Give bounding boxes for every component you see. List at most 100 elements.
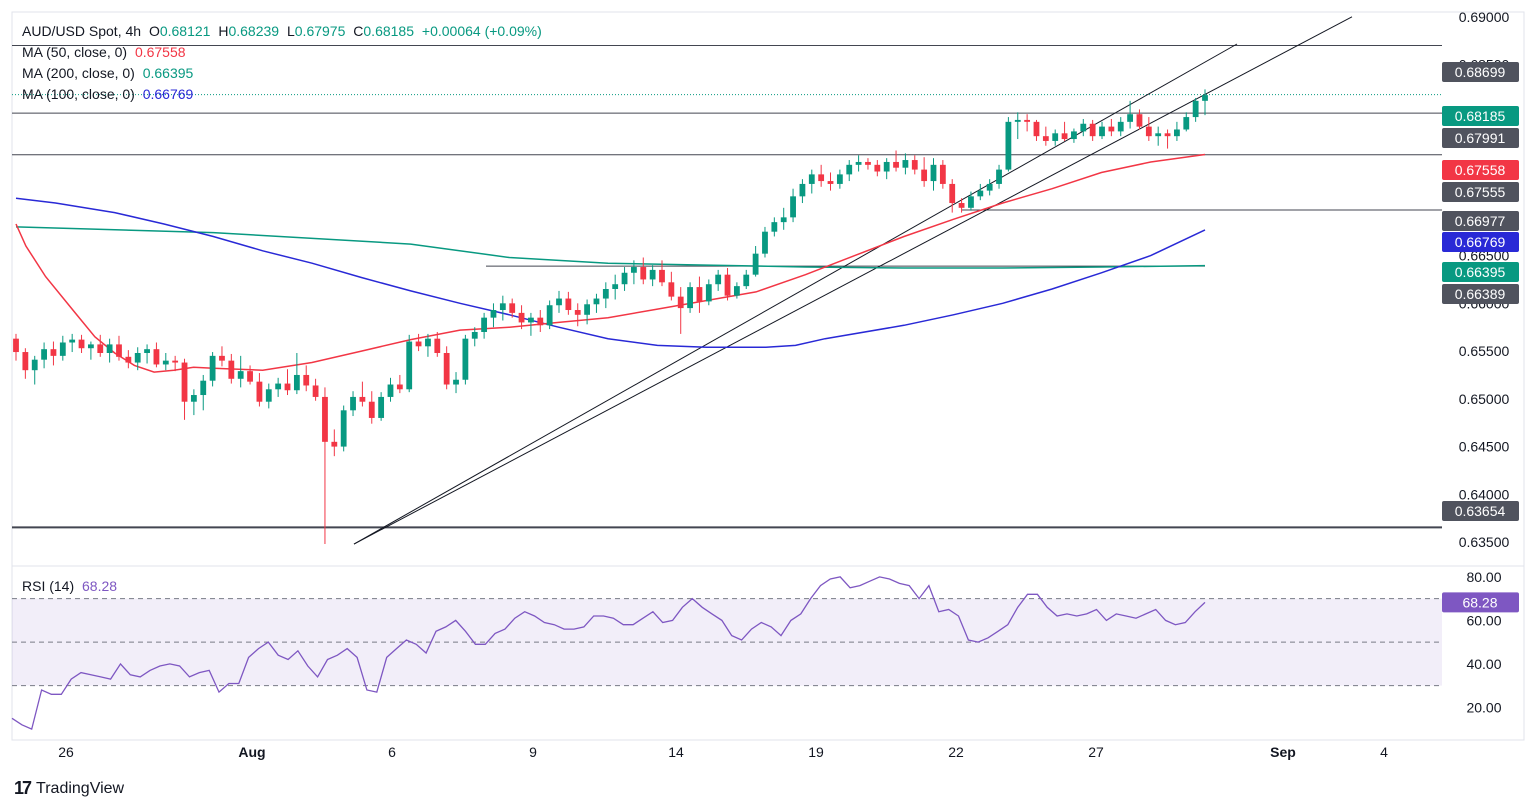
candle-body — [715, 274, 722, 285]
price-label: 0.63654 — [1455, 503, 1506, 519]
ma100-value: 0.66769 — [142, 86, 194, 102]
candle-body — [612, 284, 619, 289]
tradingview-brand[interactable]: 17 TradingView — [14, 778, 124, 799]
candle-body — [687, 287, 693, 309]
candle-body — [462, 338, 469, 380]
candle-body — [546, 305, 553, 326]
ma200-value: 0.66395 — [142, 65, 194, 81]
tradingview-logo-icon: 17 — [14, 778, 32, 798]
candle-body — [1024, 119, 1031, 122]
ma50-line — [15, 153, 1206, 373]
legend-rsi[interactable]: RSI (14) 68.28 — [22, 576, 121, 597]
candle-body — [471, 331, 478, 339]
candle-body — [1164, 133, 1171, 137]
x-tick-label: 22 — [948, 744, 964, 760]
x-tick-label: Aug — [238, 744, 265, 760]
price-label-bg — [1442, 211, 1519, 231]
candle-body — [499, 303, 506, 311]
legend-ma200[interactable]: MA (200, close, 0) 0.66395 — [22, 63, 197, 84]
candle-body — [537, 317, 544, 326]
candle-body — [1005, 121, 1012, 170]
price-label: 0.66395 — [1455, 264, 1506, 280]
candle-body — [1183, 117, 1190, 130]
price-label: 0.68185 — [1455, 108, 1506, 124]
candle-body — [378, 396, 385, 418]
candle-body — [977, 190, 984, 197]
candle-body — [209, 355, 216, 381]
x-tick-label: 9 — [529, 744, 537, 760]
candle-body — [883, 161, 890, 172]
candle-body — [602, 289, 609, 299]
x-tick-label: Sep — [1270, 744, 1296, 760]
high-label: H — [218, 23, 229, 39]
candle-body — [275, 383, 282, 390]
rsi-tick-label: 80.00 — [1466, 569, 1501, 585]
candle-body — [106, 344, 113, 353]
candle-body — [827, 181, 834, 184]
price-label: 0.68699 — [1455, 64, 1506, 80]
candle-body — [1174, 129, 1180, 137]
candle-body — [780, 217, 787, 223]
legend-ma100[interactable]: MA (100, close, 0) 0.66769 — [22, 84, 197, 105]
candle-body — [743, 274, 750, 287]
ma50-label: MA (50, close, 0) — [22, 44, 128, 60]
x-tick-label: 27 — [1088, 744, 1104, 760]
candle-body — [172, 360, 179, 363]
candle-body — [50, 349, 57, 356]
candle-body — [593, 298, 600, 305]
candle-body — [41, 349, 47, 360]
candle-body — [22, 352, 29, 371]
candle-body — [556, 298, 562, 306]
candle-body — [733, 286, 740, 296]
candle-body — [696, 287, 703, 302]
candle-body — [818, 174, 825, 182]
price-label-bg — [1442, 160, 1519, 180]
candle-body — [453, 379, 459, 385]
candle-body — [1145, 126, 1152, 137]
candle-body — [865, 161, 871, 165]
candle-body — [396, 384, 403, 390]
candle-body — [649, 269, 656, 280]
candle-body — [293, 374, 300, 391]
candle-body — [237, 371, 244, 379]
candle-body — [1202, 95, 1208, 101]
candle-body — [340, 410, 347, 447]
legend-ma50[interactable]: MA (50, close, 0) 0.67558 — [22, 42, 190, 63]
candle-body — [986, 183, 993, 191]
candle-body — [190, 395, 197, 402]
price-label-bg — [1442, 232, 1519, 252]
candle-body — [968, 196, 974, 208]
candle-body — [668, 282, 675, 297]
candle-body — [893, 161, 899, 168]
candle-body — [930, 164, 937, 182]
candle-body — [1089, 123, 1096, 137]
price-label-bg — [1442, 128, 1519, 148]
y-tick-label: 0.65000 — [1459, 391, 1510, 407]
candle-body — [312, 385, 319, 397]
price-label-bg — [1442, 106, 1519, 126]
candle-body — [13, 338, 19, 353]
candle-body — [836, 174, 843, 184]
candle-body — [31, 359, 38, 371]
x-tick-label: 6 — [388, 744, 396, 760]
low-label: L — [286, 23, 295, 39]
candle-body — [406, 341, 413, 390]
candle-body — [528, 317, 534, 323]
candle-body — [621, 272, 628, 285]
candle-body — [724, 274, 731, 296]
candle-body — [162, 360, 169, 365]
symbol-title[interactable]: AUD/USD Spot, 4h — [22, 23, 142, 39]
candle-body — [247, 371, 253, 382]
ma200-label: MA (200, close, 0) — [22, 65, 135, 81]
candle-body — [1014, 119, 1021, 122]
candle-body — [640, 267, 647, 280]
legend-header: AUD/USD Spot, 4h O0.68121 H0.68239 L0.67… — [22, 21, 546, 42]
rsi-price-label: 68.28 — [1462, 594, 1497, 610]
y-tick-label: 0.65500 — [1459, 343, 1510, 359]
candle-body — [1155, 133, 1162, 137]
candle-body — [265, 389, 272, 402]
candle-body — [1127, 114, 1134, 122]
close-label: C — [353, 23, 364, 39]
trendline-1 — [353, 16, 1353, 545]
candle-body — [200, 380, 207, 396]
